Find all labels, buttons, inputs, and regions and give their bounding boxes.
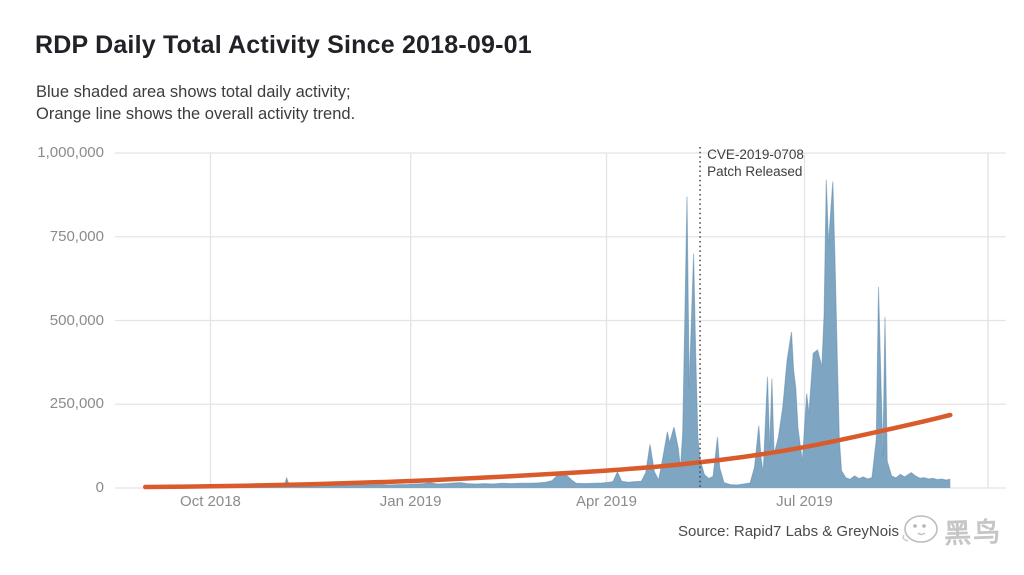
event-annotation-line-2: Patch Released — [707, 163, 803, 179]
event-annotation: CVE-2019-0708 Patch Released — [707, 147, 804, 180]
x-tick-label: Apr 2019 — [576, 493, 637, 510]
watermark: 黑鸟 — [888, 505, 1018, 553]
y-tick-label: 500,000 — [49, 311, 104, 329]
y-tick-label: 0 — [95, 479, 104, 496]
watermark-text: 黑鸟 — [943, 509, 1003, 552]
page-title: RDP Daily Total Activity Since 2018-09-0… — [35, 31, 532, 59]
y-tick-label: 250,000 — [49, 395, 104, 413]
y-tick-label: 750,000 — [49, 227, 104, 245]
y-tick-label: 1,000,000 — [37, 144, 104, 161]
x-tick-label: Jul 2019 — [776, 493, 833, 510]
bird-doodle-icon — [902, 515, 938, 543]
grid-lines — [115, 152, 1006, 489]
event-annotation-line-1: CVE-2019-0708 — [707, 147, 804, 162]
subtitle-line-1: Blue shaded area shows total daily activ… — [36, 83, 351, 101]
x-tick-label: Jan 2019 — [379, 493, 442, 510]
trend-line — [142, 412, 953, 490]
source-note: Source: Rapid7 Labs & GreyNois — [678, 523, 899, 540]
chart-subtitle: Blue shaded area shows total daily activ… — [36, 81, 355, 125]
x-tick-label: Oct 2018 — [180, 493, 241, 510]
subtitle-line-2: Orange line shows the overall activity t… — [36, 105, 356, 123]
